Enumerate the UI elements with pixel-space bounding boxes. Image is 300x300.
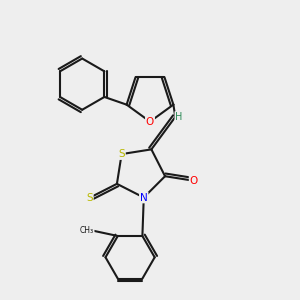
Text: S: S bbox=[86, 193, 93, 203]
Text: CH₃: CH₃ bbox=[80, 226, 94, 236]
Text: H: H bbox=[175, 112, 183, 122]
Text: N: N bbox=[140, 193, 148, 202]
Text: O: O bbox=[146, 117, 154, 127]
Text: S: S bbox=[118, 149, 125, 159]
Text: O: O bbox=[190, 176, 198, 186]
